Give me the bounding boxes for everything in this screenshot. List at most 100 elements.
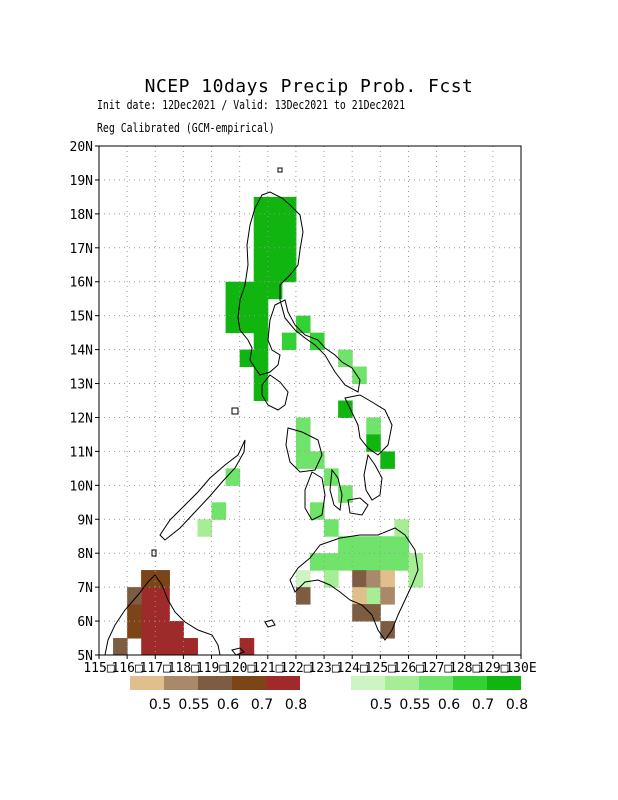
probability-cell bbox=[310, 553, 325, 571]
probability-cell bbox=[310, 451, 325, 469]
probability-cell bbox=[281, 332, 297, 351]
lat-tick-label: 17N bbox=[70, 242, 93, 257]
probability-cell bbox=[295, 451, 311, 469]
lon-tick-label: 117□ bbox=[140, 661, 171, 676]
map-title: NCEP 10days Precip Prob. Fcst bbox=[144, 76, 474, 97]
probability-cell bbox=[338, 553, 353, 571]
probability-cell bbox=[239, 281, 255, 300]
coastline-mindoro bbox=[261, 374, 289, 411]
lat-tick-label: 12N bbox=[70, 411, 93, 426]
probability-cell bbox=[352, 536, 367, 554]
probability-cell bbox=[380, 570, 395, 588]
legend-swatch bbox=[487, 676, 521, 690]
coastline-layer bbox=[104, 167, 419, 656]
probability-cell bbox=[253, 247, 269, 266]
legend-label: 0.6 bbox=[438, 697, 460, 713]
probability-cell bbox=[352, 587, 367, 605]
lon-tick-label: 125□ bbox=[365, 661, 396, 676]
probability-cell bbox=[141, 638, 156, 656]
probability-cell bbox=[380, 621, 395, 639]
legend-label: 0.7 bbox=[472, 697, 494, 713]
lat-tick-label: 8N bbox=[77, 547, 93, 562]
probability-cell bbox=[155, 621, 170, 639]
probability-cell bbox=[352, 553, 367, 571]
probability-cell bbox=[169, 621, 184, 639]
map-subtitle-dates: Init date: 12Dec2021 / Valid: 13Dec2021 … bbox=[97, 98, 406, 112]
probability-cell bbox=[197, 519, 213, 537]
lat-tick-label: 9N bbox=[77, 513, 93, 528]
probability-cell bbox=[141, 621, 156, 639]
legend-dry-colorbar: 0.5 0.55 0.6 0.7 0.8 bbox=[130, 676, 307, 713]
probability-cell bbox=[183, 638, 198, 656]
coastline-palawan bbox=[159, 439, 246, 541]
coastline-islet-4 bbox=[264, 619, 276, 628]
probability-cell bbox=[225, 315, 241, 334]
probability-cell bbox=[155, 638, 170, 656]
legend-swatch bbox=[385, 676, 419, 690]
lat-tick-label: 15N bbox=[70, 310, 93, 325]
probability-cell bbox=[253, 230, 269, 249]
probability-cell bbox=[394, 519, 409, 537]
legend-swatch bbox=[130, 676, 164, 690]
legend-label: 0.8 bbox=[506, 697, 528, 713]
coastline-bohol bbox=[347, 497, 369, 516]
probability-cell bbox=[366, 553, 381, 571]
lon-tick-label: 128□ bbox=[449, 661, 480, 676]
probability-cell bbox=[380, 587, 395, 605]
legend-wet-colorbar: 0.5 0.55 0.6 0.7 0.8 bbox=[351, 676, 528, 713]
lon-tick-label: 116□ bbox=[111, 661, 142, 676]
lat-tick-label: 16N bbox=[70, 276, 93, 291]
legend-swatch bbox=[419, 676, 453, 690]
legend-swatch bbox=[198, 676, 232, 690]
coastline-islet-5 bbox=[231, 647, 245, 656]
lat-tick-label: 19N bbox=[70, 174, 93, 189]
legend-swatch bbox=[453, 676, 487, 690]
probability-cell bbox=[310, 332, 325, 351]
map-subtitle-method: Reg Calibrated (GCM-empirical) bbox=[97, 121, 275, 135]
probability-cell bbox=[127, 587, 142, 605]
probability-cell bbox=[281, 247, 297, 266]
probability-cell bbox=[141, 587, 156, 605]
probability-cell bbox=[324, 553, 339, 571]
coastline-borneo bbox=[104, 574, 221, 656]
coastline-islet-3 bbox=[151, 549, 157, 557]
lon-tick-label: 130E bbox=[505, 661, 536, 676]
lat-tick-label: 13N bbox=[70, 378, 93, 393]
lat-tick-label: 18N bbox=[70, 208, 93, 223]
lon-tick-label: 115□ bbox=[83, 661, 114, 676]
probability-cell bbox=[155, 570, 170, 588]
probability-cell bbox=[338, 400, 353, 418]
probability-cell bbox=[253, 196, 269, 215]
coastline-islet-1 bbox=[277, 167, 283, 173]
probability-cell bbox=[225, 281, 241, 300]
lat-tick-label: 14N bbox=[70, 344, 93, 359]
legend-swatch bbox=[351, 676, 385, 690]
probability-cell bbox=[253, 213, 269, 232]
probability-cell bbox=[267, 213, 283, 232]
probability-cell bbox=[239, 315, 255, 334]
coastline-cebu bbox=[329, 468, 343, 511]
probability-cell bbox=[295, 417, 311, 435]
probability-cell bbox=[338, 536, 353, 554]
probability-cell bbox=[366, 417, 381, 435]
coastline-luzon bbox=[237, 191, 361, 393]
probability-cell bbox=[408, 570, 424, 588]
probability-cell bbox=[239, 349, 255, 368]
probability-cell bbox=[281, 230, 297, 249]
coastline-leyte bbox=[363, 453, 383, 501]
probability-cell bbox=[253, 315, 269, 334]
legend-label: 0.55 bbox=[178, 697, 209, 713]
gridlines-layer bbox=[99, 146, 521, 655]
probability-cell bbox=[380, 553, 395, 571]
probability-cell bbox=[253, 383, 269, 401]
legend-label: 0.7 bbox=[251, 697, 273, 713]
coastline-mindanao bbox=[289, 527, 419, 641]
probability-cell bbox=[366, 434, 381, 452]
probability-cell bbox=[267, 281, 283, 300]
lat-tick-label: 20N bbox=[70, 140, 93, 155]
lat-tick-label: 10N bbox=[70, 479, 93, 494]
probability-cell bbox=[239, 298, 255, 317]
probability-cell bbox=[113, 638, 128, 656]
probability-cell bbox=[253, 349, 269, 368]
